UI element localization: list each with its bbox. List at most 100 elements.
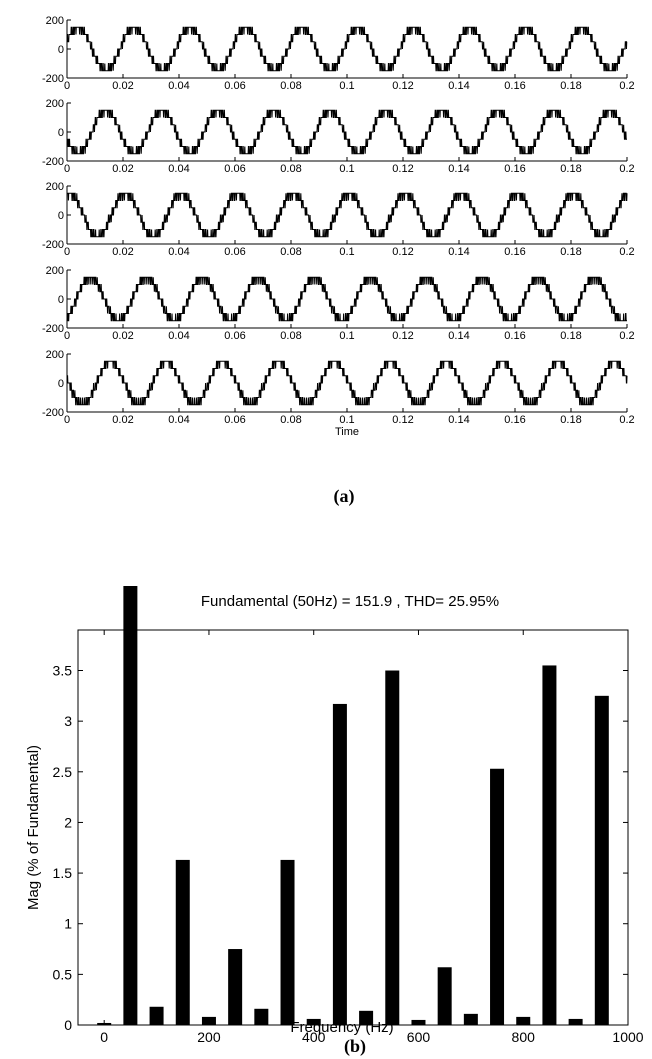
x-tick-label: 0.02 (112, 163, 133, 175)
x-tick-label: 0.12 (392, 163, 413, 175)
x-tick-label: 0.2 (619, 163, 634, 175)
x-tick-label: 0.2 (619, 80, 634, 92)
y-tick-label: 0 (58, 127, 64, 139)
x-tick-label: 0.02 (112, 414, 133, 426)
x-tick-label: 0.12 (392, 414, 413, 426)
panel-b-label: (b) (344, 1036, 366, 1057)
y-tick-label: 1 (64, 916, 72, 932)
y-tick-label: 0 (58, 44, 64, 56)
x-tick-label: 0.08 (280, 330, 301, 342)
y-tick-label: -200 (42, 73, 64, 85)
x-axis-label: Frequency (Hz) (290, 1019, 393, 1036)
x-tick-label: 0.16 (504, 414, 525, 426)
x-tick-label: 600 (407, 1029, 431, 1045)
y-tick-label: 200 (46, 98, 64, 110)
y-tick-label: 0 (58, 294, 64, 306)
y-tick-label: 3.5 (53, 663, 73, 679)
bar-900hz (568, 1018, 583, 1025)
x-tick-label: 0.1 (339, 330, 354, 342)
x-tick-label: 0 (64, 163, 70, 175)
x-tick-label: 0.06 (224, 414, 245, 426)
x-tick-label: 0.06 (224, 246, 245, 258)
x-tick-label: 0.08 (280, 163, 301, 175)
x-tick-label: 0.06 (224, 163, 245, 175)
x-tick-label: 0.16 (504, 163, 525, 175)
panel-a-label: (a) (334, 486, 355, 507)
x-tick-label: 0.1 (339, 163, 354, 175)
bar-550hz (385, 670, 400, 1025)
x-tick-label: 0.06 (224, 330, 245, 342)
x-tick-label: 0 (64, 414, 70, 426)
y-tick-label: 0 (64, 1017, 72, 1033)
chart-title: Fundamental (50Hz) = 151.9 , THD= 25.95% (201, 593, 499, 610)
y-tick-label: -200 (42, 156, 64, 168)
x-tick-label: 0.04 (168, 163, 189, 175)
x-tick-label: 0.1 (339, 80, 354, 92)
bar-700hz (463, 1013, 478, 1025)
x-tick-label: 0 (64, 246, 70, 258)
bar-850hz (542, 665, 557, 1025)
y-tick-label: 200 (46, 349, 64, 361)
x-tick-label: 0.14 (448, 80, 469, 92)
bar-150hz (175, 859, 190, 1025)
waveform-trace (67, 192, 628, 238)
x-tick-label: 0.08 (280, 246, 301, 258)
bar-300hz (254, 1008, 269, 1025)
x-tick-label: 0.18 (560, 163, 581, 175)
y-tick-label: 0.5 (53, 966, 73, 982)
bar-100hz (149, 1006, 164, 1025)
bar-250hz (228, 949, 243, 1025)
x-tick-label: 0.06 (224, 80, 245, 92)
bar-450hz (332, 703, 347, 1025)
y-tick-label: 3 (64, 713, 72, 729)
waveform-trace (66, 276, 627, 322)
waveform-trace (67, 360, 628, 406)
x-tick-label: 0.18 (560, 414, 581, 426)
bar-500hz (359, 1010, 374, 1025)
x-tick-label: 0 (64, 330, 70, 342)
bar-950hz (594, 695, 609, 1025)
x-tick-label: 0.16 (504, 246, 525, 258)
panel-b-harmonic-spectrum: 0 0.5 1 1.5 2 2.5 3 3.5 0 200 400 600 800 1000 Fundame… (25, 586, 644, 1045)
bar-750hz (490, 768, 505, 1025)
x-tick-label: 0.04 (168, 414, 189, 426)
y-tick-label: 0 (58, 378, 64, 390)
x-tick-label: 0.2 (619, 414, 634, 426)
x-tick-label: 0.16 (504, 80, 525, 92)
x-tick-label: 0.18 (560, 246, 581, 258)
y-tick-label: 200 (46, 265, 64, 277)
y-tick-label: 200 (46, 15, 64, 27)
waveform-trace (67, 109, 627, 155)
y-tick-label: -200 (42, 407, 64, 419)
y-tick-label: 200 (46, 181, 64, 193)
x-tick-label: 0.08 (280, 414, 301, 426)
x-tick-label: 800 (512, 1029, 536, 1045)
x-tick-label: 0.18 (560, 80, 581, 92)
x-tick-label: 0.02 (112, 246, 133, 258)
bar-50hz (123, 586, 138, 1025)
x-tick-label: 1000 (612, 1029, 643, 1045)
x-tick-label: 0.02 (112, 80, 133, 92)
x-tick-label: 0.04 (168, 246, 189, 258)
bar-350hz (280, 859, 295, 1025)
x-tick-label: 400 (302, 1029, 326, 1045)
x-tick-label: 0.14 (448, 163, 469, 175)
y-tick-label: -200 (42, 323, 64, 335)
x-tick-label: 0.16 (504, 330, 525, 342)
x-tick-label: 0.12 (392, 330, 413, 342)
waveform-trace (66, 26, 628, 72)
x-tick-label: 0.2 (619, 246, 634, 258)
x-tick-label: 0.04 (168, 80, 189, 92)
bar-650hz (437, 967, 452, 1025)
y-tick-label: -200 (42, 239, 64, 251)
x-tick-label: 0 (100, 1029, 108, 1045)
x-tick-label: 0 (64, 80, 70, 92)
x-tick-label: 0.2 (619, 330, 634, 342)
x-tick-label: 0.12 (392, 80, 413, 92)
